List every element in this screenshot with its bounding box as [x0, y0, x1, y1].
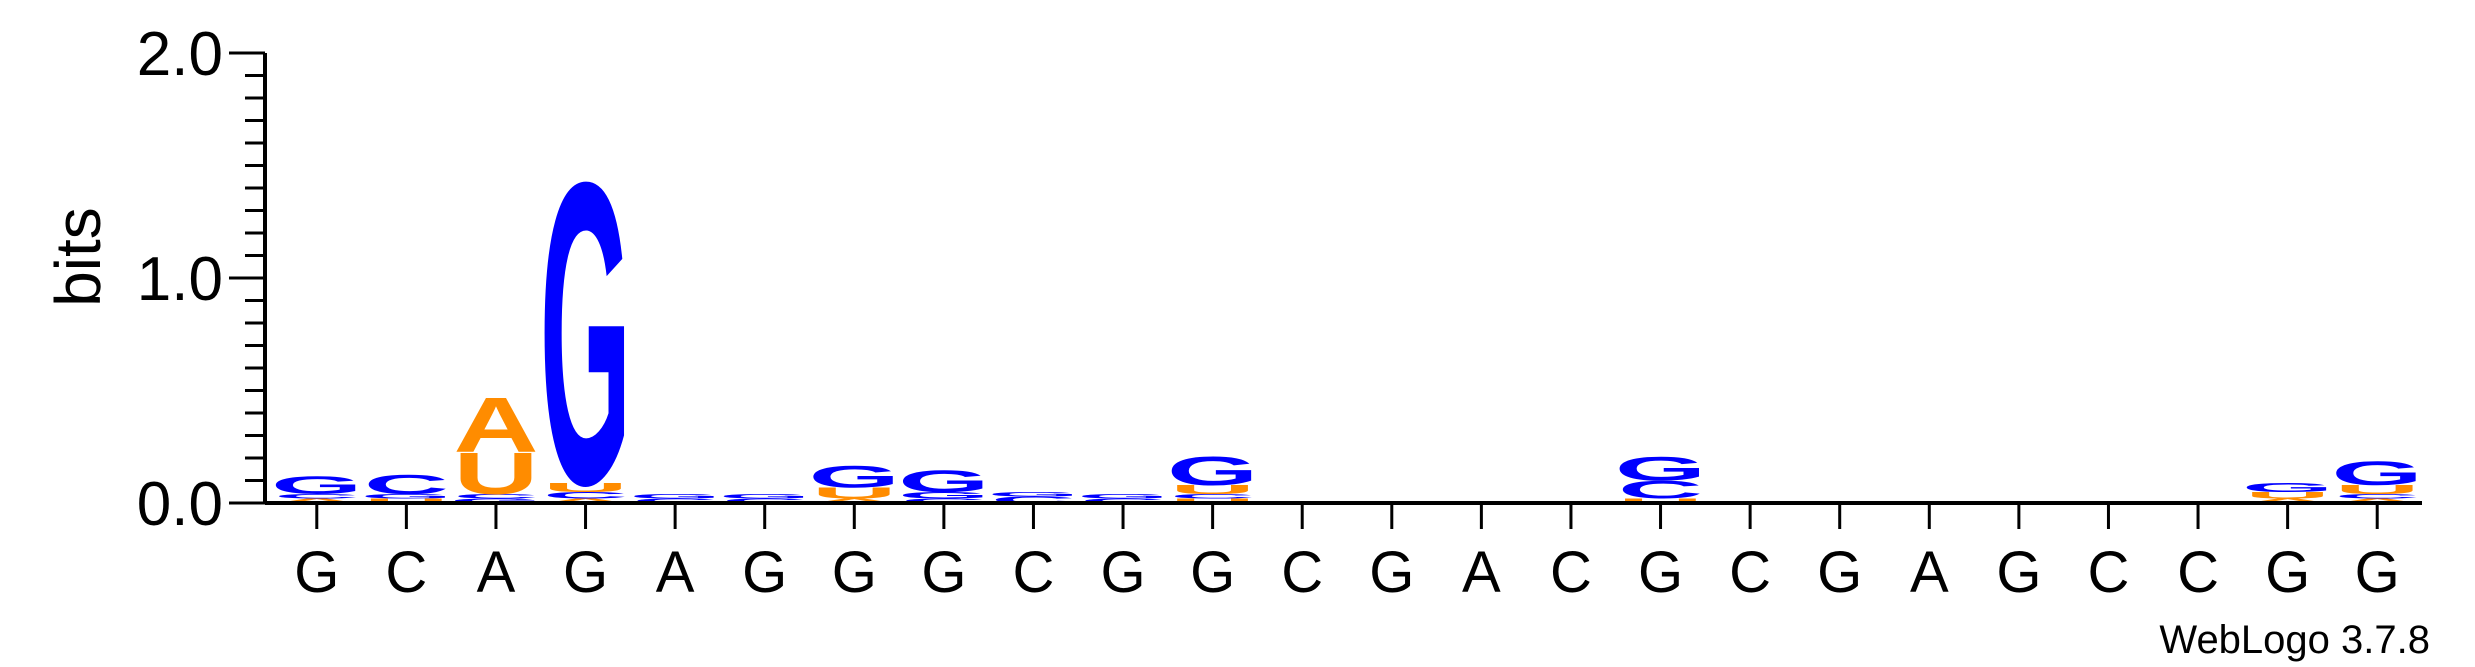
logo-letter-U: U: [812, 484, 897, 501]
y-tick-label: 0.0: [137, 470, 223, 539]
logo-letter-A: A: [2335, 497, 2420, 504]
logo-letter-U: U: [2245, 490, 2330, 501]
logo-letter-C: C: [1618, 476, 1703, 504]
x-tick-label: G: [742, 540, 787, 605]
logo-letter-G: G: [271, 472, 363, 500]
x-tick-label: A: [477, 540, 516, 605]
logo-letter-G: G: [809, 459, 901, 494]
logo-letter-G: G: [1167, 448, 1259, 494]
logo-letter-U: U: [1618, 497, 1703, 504]
logo-letter-U: U: [1170, 483, 1255, 497]
x-tick-label: G: [1638, 540, 1683, 605]
logo-letter-G: G: [2242, 480, 2334, 494]
logo-letter-C: C: [274, 493, 359, 500]
logo-letter-G: G: [1077, 493, 1169, 500]
logo-letter-U: U: [453, 441, 538, 507]
x-tick-label: A: [1910, 540, 1949, 605]
logo-letter-U: U: [543, 480, 628, 494]
logo-letter-G: G: [898, 464, 990, 499]
x-tick-label: G: [2355, 540, 2400, 605]
x-tick-label: C: [2088, 540, 2130, 605]
x-tick-label: G: [1369, 540, 1414, 605]
logo-letter-A: A: [812, 497, 897, 504]
x-tick-label: C: [1729, 540, 1771, 605]
logo-letter-C: C: [364, 469, 449, 500]
logo-letter-G: G: [361, 493, 453, 500]
logo-letter-G: G: [450, 497, 542, 504]
x-tick-label: C: [385, 540, 427, 605]
x-tick-label: C: [1550, 540, 1592, 605]
weblogo-credit: WebLogo 3.7.8: [2159, 618, 2430, 662]
y-tick-label: 1.0: [137, 245, 223, 314]
logo-letter-A: A: [543, 497, 628, 504]
x-tick-label: G: [832, 540, 877, 605]
logo-letter-G: G: [898, 490, 990, 501]
x-tick-label: G: [921, 540, 966, 605]
logo-letter-G: G: [629, 493, 721, 500]
logo-letter-C: C: [633, 497, 718, 504]
logo-letter-C: C: [1170, 493, 1255, 500]
logo-letter-C: C: [901, 497, 986, 504]
logo-letter-G: G: [719, 493, 811, 500]
x-tick-label: A: [1462, 540, 1501, 605]
x-tick-label: G: [1817, 540, 1862, 605]
logo-letter-G: G: [2331, 454, 2423, 492]
x-tick-label: C: [1013, 540, 1055, 605]
logo-letter-U: U: [2335, 483, 2420, 497]
logo-axes: 0.01.02.0G C A G A G G G C G G C G A C G C G A G C C G G: [137, 20, 2422, 605]
logo-letter-U: U: [1170, 497, 1255, 504]
logo-stacks: ACGUGCGCUAACUGCGCGAUGCGGCGCGUCUGUCGCCAUG…: [271, 93, 2423, 575]
logo-letter-C: C: [453, 493, 538, 500]
x-tick-label: G: [2265, 540, 2310, 605]
logo-letter-A: A: [453, 382, 538, 469]
logo-letter-U: U: [364, 497, 449, 504]
logo-letter-G: G: [540, 93, 632, 575]
logo-letter-C: C: [2335, 493, 2420, 500]
logo-letter-G: G: [1615, 450, 1707, 488]
x-tick-label: G: [1100, 540, 1145, 605]
logo-letter-A: A: [274, 497, 359, 504]
x-tick-label: G: [1190, 540, 1235, 605]
y-axis-label: bits: [42, 207, 114, 307]
logo-letter-C: C: [722, 497, 807, 504]
x-tick-label: G: [1996, 540, 2041, 605]
x-tick-label: A: [656, 540, 695, 605]
logo-letter-A: A: [2245, 497, 2330, 504]
x-tick-label: G: [563, 540, 608, 605]
logo-letter-C: C: [1081, 497, 1166, 504]
y-tick-label: 2.0: [137, 20, 223, 89]
logo-letter-C: C: [991, 494, 1076, 505]
logo-letter-G: G: [988, 491, 1080, 498]
logo-letter-C: C: [543, 490, 628, 501]
x-tick-label: C: [2177, 540, 2219, 605]
x-tick-label: G: [294, 540, 339, 605]
x-tick-label: C: [1281, 540, 1323, 605]
